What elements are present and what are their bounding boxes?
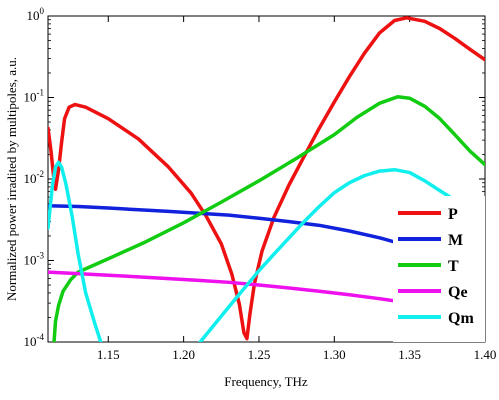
series-line-p <box>48 16 485 341</box>
x-tick-label: 1.15 <box>97 347 120 362</box>
x-tick-label: 1.25 <box>248 347 271 362</box>
legend-label-m: M <box>448 232 463 249</box>
y-tick-label: 10-2 <box>24 169 45 186</box>
legend: PMT Qe Qm <box>393 196 485 342</box>
y-tick-label: 10-1 <box>24 88 45 105</box>
x-tick-label: 1.35 <box>398 347 421 362</box>
y-tick-label: 10-4 <box>24 332 45 349</box>
x-tick-label: 1.30 <box>323 347 346 362</box>
legend-label-t: T <box>448 258 459 275</box>
x-tick-label: 1.40 <box>474 347 497 362</box>
y-tick-label: 100 <box>27 6 45 23</box>
series-line-qm <box>48 160 103 342</box>
legend-label-p: P <box>448 206 458 223</box>
x-axis-label: Frequency, THz <box>224 374 308 389</box>
y-axis-label: Normalized power irradited by multipoles… <box>4 57 19 301</box>
series-line-qm-segment <box>198 167 485 342</box>
series-line-t <box>52 95 485 342</box>
legend-label-qm: Qm <box>448 310 474 327</box>
legend-label-qe: Qe <box>448 284 468 301</box>
x-tick-label: 1.20 <box>172 347 195 362</box>
y-axis-ticks: 10-4 10-3 10-2 10-1 100 <box>24 6 485 349</box>
y-tick-label: 10-3 <box>24 251 45 268</box>
